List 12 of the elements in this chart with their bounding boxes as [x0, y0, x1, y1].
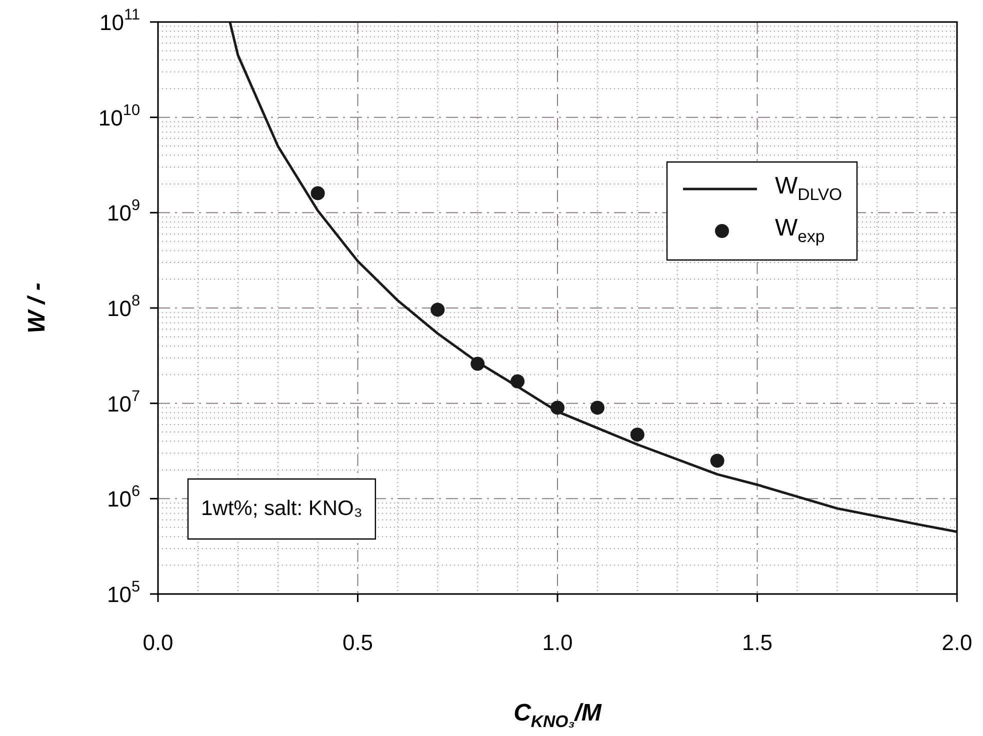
point	[710, 454, 724, 468]
x-tick-label: 1.0	[542, 630, 573, 656]
point	[430, 302, 445, 317]
point	[630, 428, 644, 442]
y-axis-title: W / -	[24, 282, 51, 334]
x-tick-label: 1.5	[742, 630, 773, 656]
x-tick-label: 0.0	[142, 630, 174, 656]
x-tick-label: 2.0	[942, 630, 972, 656]
point	[590, 400, 604, 415]
annotation: 1wt%; salt: KNO₃	[201, 496, 362, 520]
point	[310, 186, 325, 200]
x-tick-label: 0.5	[342, 630, 374, 656]
